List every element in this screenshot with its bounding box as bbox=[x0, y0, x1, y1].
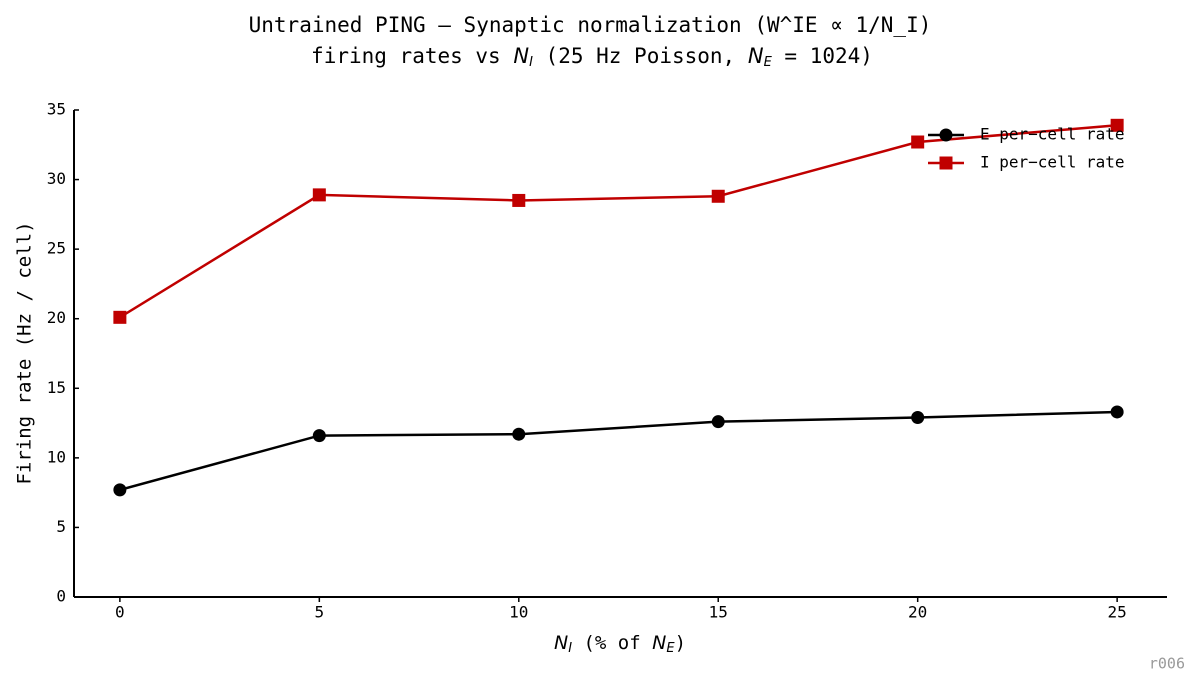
legend-marker bbox=[939, 128, 953, 142]
y-axis-label: Firing rate (Hz / cell) bbox=[14, 221, 36, 484]
marker bbox=[1110, 405, 1124, 419]
subtitle-part: N bbox=[513, 44, 529, 68]
series-line bbox=[119, 124, 1118, 319]
xlabel-part: N bbox=[554, 632, 568, 654]
marker bbox=[711, 189, 725, 203]
marker bbox=[312, 188, 326, 202]
series-line bbox=[119, 410, 1118, 492]
marker bbox=[113, 483, 127, 497]
xlabel-part: ) bbox=[675, 632, 686, 654]
marker bbox=[512, 427, 526, 441]
subtitle-part: (25 Hz Poisson, bbox=[533, 44, 748, 68]
y-tick-label: 35 bbox=[47, 100, 66, 119]
x-axis-label: NI (% of NE) bbox=[554, 632, 686, 656]
marker bbox=[113, 310, 127, 324]
legend-label: I per−cell rate bbox=[980, 153, 1125, 172]
x-tick-label: 5 bbox=[315, 603, 325, 622]
subtitle-part: = 1024) bbox=[772, 44, 873, 68]
xlabel-part: (% of bbox=[572, 632, 652, 654]
y-tick-label: 10 bbox=[47, 447, 66, 466]
chart-subtitle: firing rates vs NI (25 Hz Poisson, NE = … bbox=[311, 44, 873, 70]
marker bbox=[911, 135, 925, 149]
xlabel-part: I bbox=[568, 641, 572, 656]
xlabel-part: E bbox=[666, 641, 675, 656]
x-tick-label: 15 bbox=[709, 603, 728, 622]
subtitle-part: I bbox=[529, 55, 533, 70]
subtitle-part: firing rates vs bbox=[311, 44, 513, 68]
y-tick-label: 15 bbox=[47, 378, 66, 397]
marker bbox=[711, 415, 725, 429]
subtitle-part: N bbox=[748, 44, 764, 68]
y-tick-label: 0 bbox=[56, 587, 66, 606]
y-tick-label: 5 bbox=[56, 517, 66, 536]
marker bbox=[1110, 118, 1124, 132]
y-tick-label: 25 bbox=[47, 239, 66, 258]
watermark: r006 bbox=[1149, 655, 1185, 673]
y-tick-label: 20 bbox=[47, 308, 66, 327]
x-tick-label: 0 bbox=[115, 603, 125, 622]
legend-marker bbox=[939, 156, 953, 170]
x-tick-label: 10 bbox=[509, 603, 528, 622]
chart-title: Untrained PING — Synaptic normalization … bbox=[249, 13, 932, 37]
x-tick-label: 25 bbox=[1108, 603, 1127, 622]
legend-label: E per−cell rate bbox=[980, 125, 1125, 144]
xlabel-part: N bbox=[652, 632, 666, 654]
x-tick-label: 20 bbox=[908, 603, 927, 622]
marker bbox=[512, 193, 526, 207]
marker bbox=[312, 429, 326, 443]
subtitle-part: E bbox=[764, 55, 773, 70]
marker bbox=[911, 411, 925, 425]
y-tick-label: 30 bbox=[47, 169, 66, 188]
